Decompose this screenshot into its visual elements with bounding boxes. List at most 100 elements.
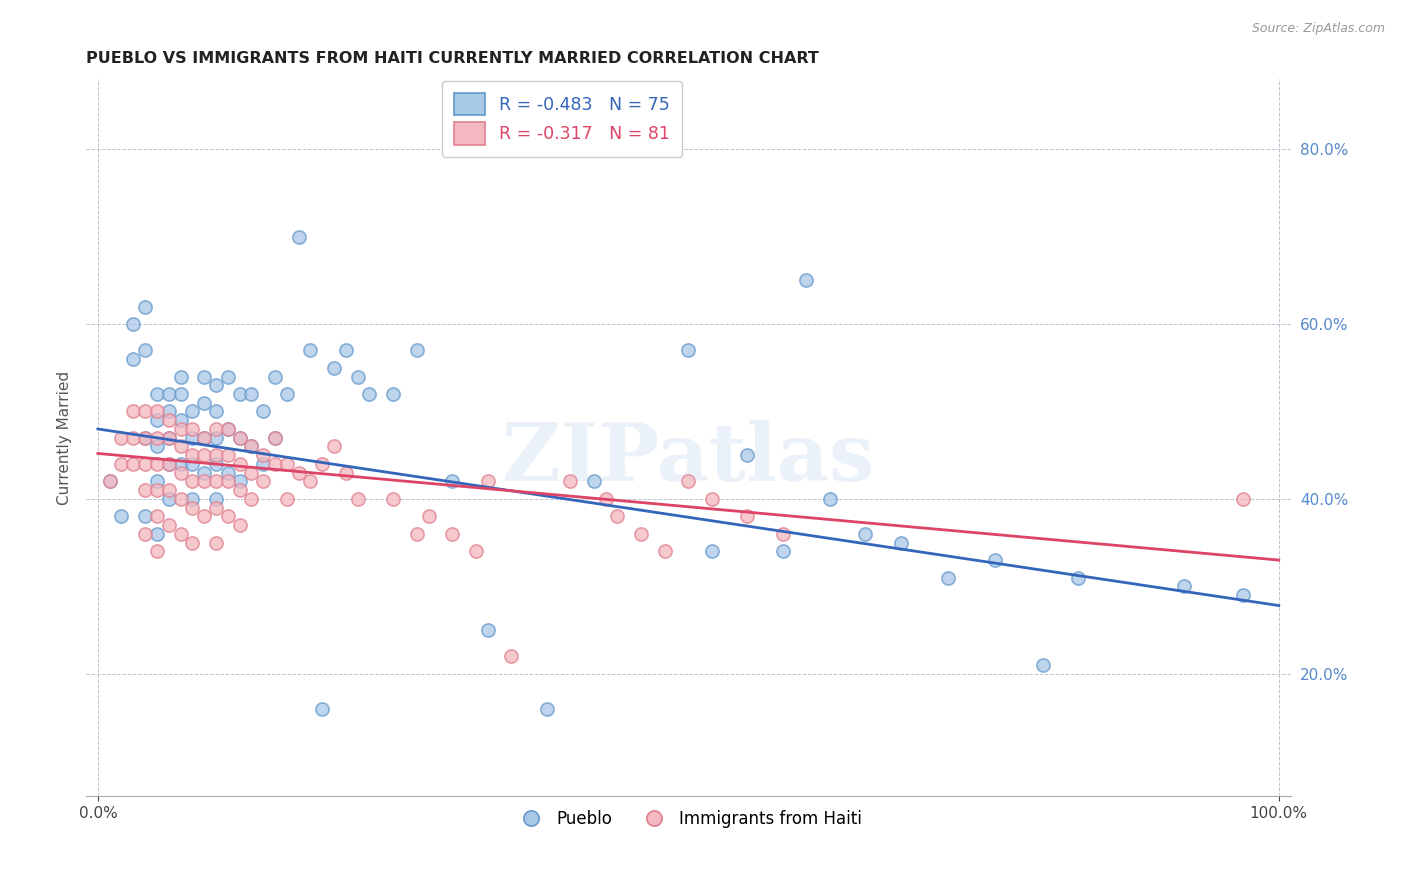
Point [405,343,427,358]
Point [205,404,228,418]
Point [252,457,274,471]
Point [181,448,204,462]
Point [181,431,204,445]
Point [700,491,723,506]
Point [311,701,333,715]
Point [606,509,628,524]
Point [110,457,132,471]
Point [228,475,250,489]
Point [193,475,215,489]
Point [936,570,959,584]
Point [193,431,215,445]
Text: Source: ZipAtlas.com: Source: ZipAtlas.com [1251,22,1385,36]
Point [405,527,427,541]
Point [477,623,499,637]
Point [217,509,239,524]
Point [737,509,759,524]
Point [1232,491,1254,506]
Point [252,404,274,418]
Legend: Pueblo, Immigrants from Haiti: Pueblo, Immigrants from Haiti [508,803,869,834]
Point [134,343,156,358]
Point [146,483,169,498]
Point [193,431,215,445]
Point [772,544,794,558]
Point [276,387,298,401]
Point [217,369,239,384]
Point [346,491,368,506]
Point [418,509,440,524]
Point [335,343,357,358]
Point [477,475,499,489]
Point [264,431,287,445]
Point [240,440,263,454]
Point [146,457,169,471]
Point [1232,588,1254,602]
Point [134,457,156,471]
Point [146,440,169,454]
Point [169,457,191,471]
Point [276,457,298,471]
Point [146,404,169,418]
Point [359,387,381,401]
Point [217,466,239,480]
Point [205,491,228,506]
Point [122,317,145,331]
Point [157,387,180,401]
Point [134,300,156,314]
Point [582,475,605,489]
Point [240,387,263,401]
Point [146,431,169,445]
Point [299,475,322,489]
Point [346,369,368,384]
Point [146,527,169,541]
Point [205,500,228,515]
Point [264,457,287,471]
Point [700,544,723,558]
Point [193,509,215,524]
Point [323,360,346,375]
Point [193,466,215,480]
Point [240,440,263,454]
Point [1067,570,1090,584]
Point [382,491,405,506]
Point [252,448,274,462]
Point [193,448,215,462]
Point [169,413,191,427]
Point [122,352,145,367]
Point [228,457,250,471]
Point [217,475,239,489]
Point [205,378,228,392]
Point [678,343,700,358]
Point [1173,579,1195,593]
Point [205,535,228,549]
Point [122,431,145,445]
Point [181,457,204,471]
Point [335,466,357,480]
Point [464,544,486,558]
Point [122,457,145,471]
Point [890,535,912,549]
Point [205,475,228,489]
Point [501,649,523,664]
Point [169,466,191,480]
Point [181,475,204,489]
Point [122,404,145,418]
Point [169,491,191,506]
Point [311,457,333,471]
Point [146,509,169,524]
Point [146,387,169,401]
Point [157,413,180,427]
Point [264,369,287,384]
Point [441,475,464,489]
Point [169,387,191,401]
Point [181,535,204,549]
Point [678,475,700,489]
Point [157,431,180,445]
Point [855,527,877,541]
Point [193,396,215,410]
Point [737,448,759,462]
Point [169,527,191,541]
Point [134,483,156,498]
Point [157,431,180,445]
Point [595,491,617,506]
